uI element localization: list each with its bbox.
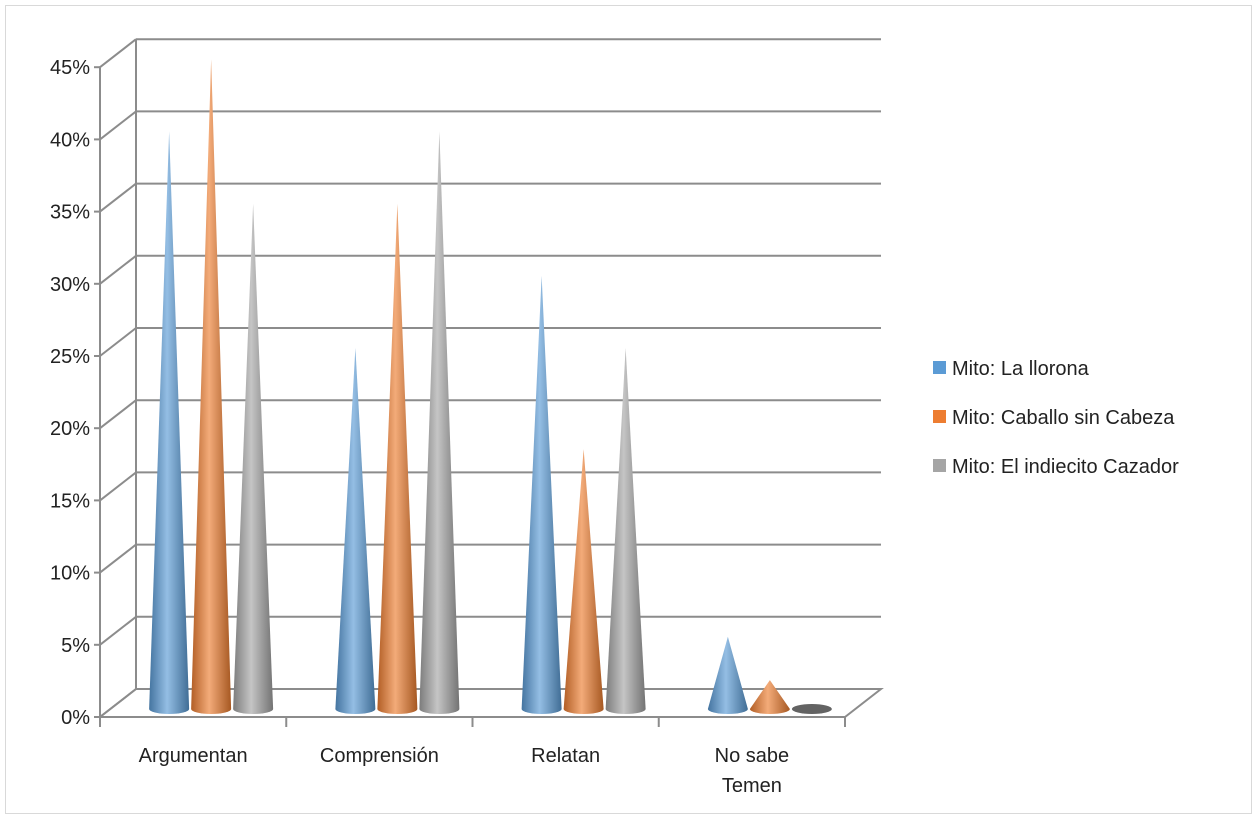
cone-body [335, 348, 376, 714]
legend-item: Mito: Caballo sin Cabeza [933, 407, 1175, 429]
cone [521, 275, 562, 714]
cone-body [707, 636, 748, 714]
gridline-side [99, 38, 137, 68]
cone [233, 203, 274, 714]
x-category-label: No sabe [715, 745, 790, 767]
cone [707, 636, 748, 714]
cone-body [563, 449, 604, 714]
legend-swatch [933, 361, 946, 374]
legend-swatch [933, 459, 946, 472]
cone-body [377, 203, 418, 714]
cone-body [605, 348, 646, 714]
legend: Mito: La llorona Mito: Caballo sin Cabeza… [933, 358, 1179, 478]
chart-frame [5, 5, 1252, 814]
gridline-side [99, 327, 137, 357]
legend-item: Mito: La llorona [933, 358, 1090, 380]
cone [335, 348, 376, 714]
cone-body [419, 131, 460, 714]
y-tick-label: 15% [50, 490, 90, 512]
cone [377, 203, 418, 714]
cone [563, 449, 604, 714]
cone [419, 131, 460, 714]
cone-series [149, 59, 832, 714]
gridline-side [99, 182, 137, 213]
gridline-side [99, 543, 137, 574]
gridline-side [99, 110, 137, 141]
x-category-label: Argumentan [139, 745, 248, 767]
y-tick-label: 45% [50, 57, 90, 79]
legend-label: Mito: La llorona [952, 358, 1090, 380]
y-tick-label: 25% [50, 346, 90, 368]
cone-base [791, 704, 832, 714]
y-tick-label: 0% [61, 707, 90, 729]
legend-swatch [933, 410, 946, 423]
cone-body [521, 275, 562, 714]
cone [191, 59, 232, 714]
cone [149, 131, 190, 714]
gridline-side [99, 399, 137, 429]
x-category-label: Comprensión [320, 745, 439, 767]
legend-label: Mito: El indiecito Cazador [952, 456, 1179, 478]
cone-body [149, 131, 190, 714]
gridline-side [99, 616, 137, 646]
x-category-label: Relatan [531, 745, 600, 767]
legend-label: Mito: Caballo sin Cabeza [952, 407, 1175, 429]
cone [749, 680, 790, 714]
gridline-side [99, 688, 137, 718]
y-tick-label: 30% [50, 274, 90, 296]
x-axis: Argumentan Comprensión Relatan No sabe Temen [99, 717, 846, 797]
y-tick-label: 40% [50, 129, 90, 151]
y-tick-label: 5% [61, 635, 90, 657]
y-tick-label: 10% [50, 563, 90, 585]
y-tick-label: 20% [50, 418, 90, 440]
cone-body [233, 203, 274, 714]
gridline-side [99, 255, 137, 285]
cone-body [749, 680, 790, 714]
x-category-label: Temen [722, 775, 782, 797]
cone-body [191, 59, 232, 714]
legend-item: Mito: El indiecito Cazador [933, 456, 1179, 478]
y-axis-ticks: 0% 5% 10% 15% 20% 25% 30% 35% 40% 45% [50, 57, 100, 729]
y-tick-label: 35% [50, 202, 90, 224]
gridline-side [99, 471, 137, 502]
cone [791, 704, 832, 714]
cone [605, 348, 646, 714]
